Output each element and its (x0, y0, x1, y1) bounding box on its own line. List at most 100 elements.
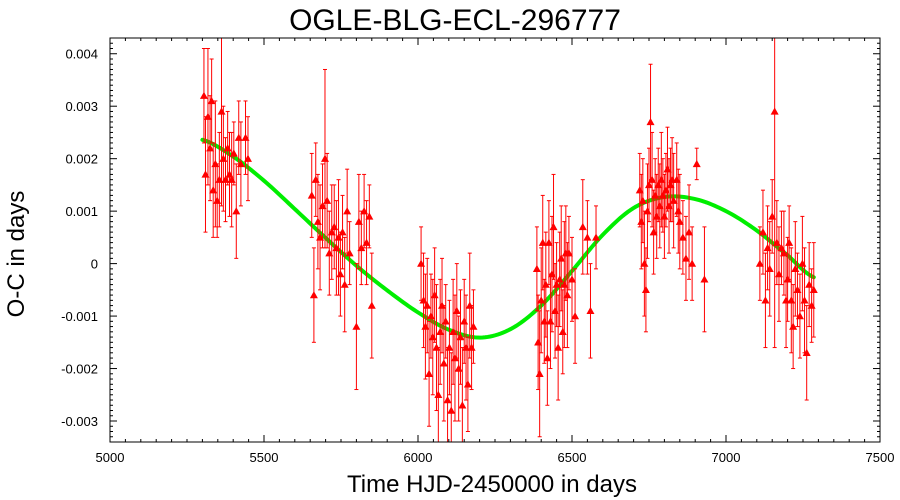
triangle-marker (770, 107, 779, 115)
triangle-marker (544, 238, 553, 246)
triangle-marker (460, 317, 469, 325)
data-point (568, 236, 576, 322)
triangle-marker (307, 191, 316, 199)
data-point (564, 215, 573, 291)
triangle-marker (785, 238, 794, 246)
triangle-marker (340, 280, 349, 288)
data-point (571, 268, 580, 364)
data-point (586, 263, 595, 359)
triangle-marker (352, 322, 361, 330)
data-point (434, 347, 443, 443)
triangle-marker (563, 291, 572, 299)
data-point (692, 147, 701, 181)
triangle-marker (243, 154, 252, 162)
data-point (809, 242, 818, 338)
data-point (681, 215, 690, 301)
data-point (583, 200, 592, 275)
data-point (229, 121, 238, 186)
triangle-marker (338, 228, 347, 236)
triangle-marker (452, 306, 461, 315)
triangle-marker (532, 264, 541, 273)
fit-curve-layer (200, 137, 816, 340)
data-point (425, 320, 434, 427)
triangle-marker (336, 270, 345, 278)
data-point (213, 163, 222, 238)
triangle-marker (700, 275, 709, 283)
triangle-marker (586, 306, 595, 315)
triangle-marker (761, 296, 770, 304)
triangle-marker (583, 233, 592, 241)
data-point (423, 257, 432, 354)
triangle-marker (798, 259, 807, 267)
data-point (362, 200, 371, 286)
y-tick-label: -0.001 (61, 309, 98, 324)
triangle-marker (537, 296, 546, 304)
y-tick-label: -0.002 (61, 362, 98, 377)
triangle-marker (343, 207, 352, 215)
data-point (458, 347, 467, 442)
triangle-marker (229, 149, 238, 157)
data-point (447, 352, 456, 442)
data-point (578, 179, 587, 275)
x-axis-label: Time HJD-2450000 in days (347, 471, 637, 498)
triangle-marker (692, 159, 701, 168)
triangle-marker (206, 144, 215, 152)
triangle-marker (564, 249, 573, 257)
data-point (538, 194, 547, 291)
data-point (323, 152, 332, 249)
data-point (236, 121, 245, 207)
triangle-marker (441, 317, 450, 325)
triangle-marker (809, 285, 818, 294)
data-point (219, 105, 228, 212)
triangle-marker (467, 343, 476, 351)
triangle-marker (789, 322, 798, 330)
triangle-marker (232, 207, 241, 215)
data-point (309, 247, 318, 343)
data-point (338, 194, 347, 270)
data-point (340, 236, 349, 333)
data-point (669, 152, 678, 249)
triangle-marker (669, 196, 678, 204)
y-tick-label: 0 (91, 257, 98, 272)
triangle-marker (557, 254, 566, 262)
data-point (345, 221, 354, 286)
data-point (552, 242, 561, 328)
data-point (439, 305, 448, 422)
plot-frame (109, 37, 881, 443)
data-point (445, 299, 454, 396)
data-point (452, 263, 461, 359)
triangle-marker (365, 212, 374, 220)
data-point (463, 336, 472, 433)
triangle-marker (445, 343, 454, 351)
data-point (785, 205, 794, 280)
triangle-marker (309, 291, 318, 299)
triangle-marker (439, 359, 448, 367)
triangle-marker (367, 301, 376, 309)
triangle-marker (311, 175, 320, 183)
triangle-marker (320, 154, 329, 162)
data-point (685, 184, 694, 280)
triangle-marker (648, 175, 657, 183)
triangle-marker (552, 280, 561, 288)
y-axis-label: O-C in days (3, 191, 30, 318)
data-point (318, 163, 327, 249)
triangle-marker (428, 333, 437, 341)
data-point (557, 205, 566, 312)
data-point (365, 184, 374, 249)
triangle-marker (758, 228, 767, 236)
data-point (678, 200, 687, 275)
triangle-marker (443, 396, 452, 404)
y-tick-label: 0.002 (65, 152, 98, 167)
triangle-marker (674, 207, 683, 215)
data-point (700, 226, 709, 333)
data-point (336, 231, 345, 317)
x-tick-label: 5000 (96, 450, 125, 465)
triangle-marker (641, 285, 650, 294)
triangle-marker (592, 233, 601, 241)
x-tick-label: 5500 (250, 450, 279, 465)
y-tick-label: -0.003 (61, 414, 98, 429)
x-tick-label: 7500 (866, 450, 895, 465)
y-tick-label: 0.003 (65, 99, 98, 114)
triangle-marker (549, 222, 558, 231)
triangle-marker (458, 401, 467, 409)
